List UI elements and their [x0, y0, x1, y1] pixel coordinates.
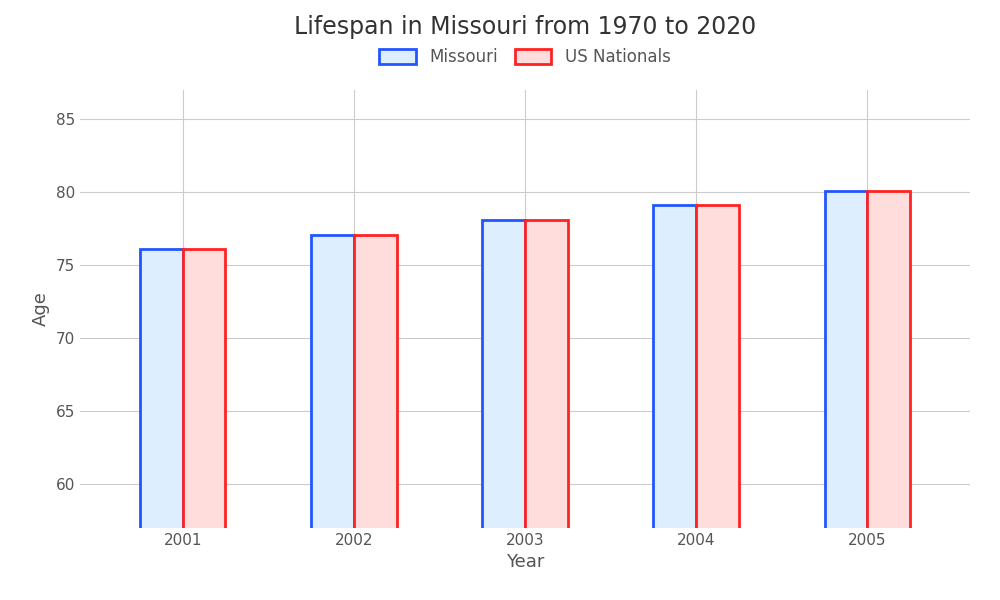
Bar	[696, 205, 739, 600]
Bar	[525, 220, 568, 600]
Bar	[183, 249, 225, 600]
Legend: Missouri, US Nationals: Missouri, US Nationals	[373, 41, 677, 73]
X-axis label: Year: Year	[506, 553, 544, 571]
Bar	[825, 191, 867, 600]
Bar	[354, 235, 397, 600]
Y-axis label: Age: Age	[32, 292, 50, 326]
Title: Lifespan in Missouri from 1970 to 2020: Lifespan in Missouri from 1970 to 2020	[294, 16, 756, 40]
Bar	[653, 205, 696, 600]
Bar	[867, 191, 910, 600]
Bar	[482, 220, 525, 600]
Bar	[140, 249, 183, 600]
Bar	[311, 235, 354, 600]
